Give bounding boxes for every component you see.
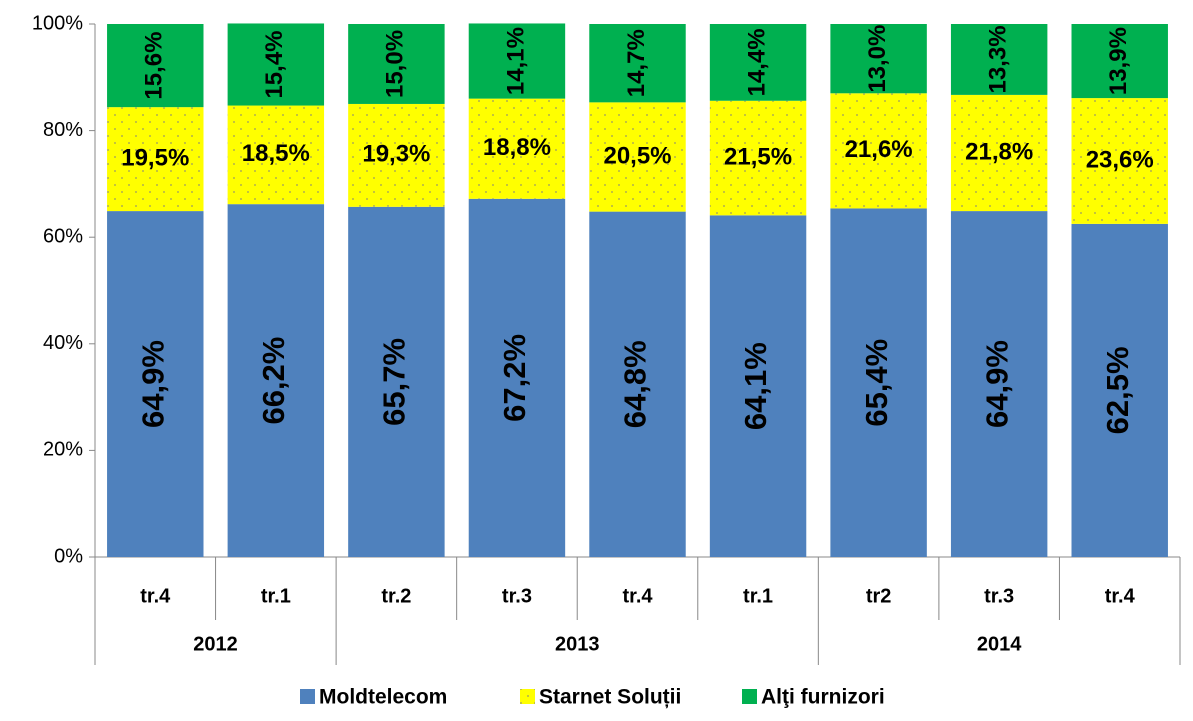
legend-marker [520, 689, 535, 704]
bar-segment [1071, 24, 1168, 99]
value-label: 14,4% [743, 28, 770, 96]
value-label: 62,5% [1100, 346, 1135, 434]
value-label: 19,3% [362, 141, 430, 168]
bar-segment [348, 103, 445, 207]
value-label: 64,8% [618, 340, 653, 428]
x-tick-label: tr.4 [1105, 585, 1136, 607]
bar-segment [468, 98, 566, 199]
x-tick-label: tr.1 [261, 585, 291, 607]
value-label: 13,0% [864, 25, 891, 93]
value-label: 20,5% [603, 142, 671, 169]
value-label: 14,7% [623, 29, 650, 97]
group-label: 2014 [977, 633, 1022, 655]
value-label: 19,5% [121, 144, 189, 171]
value-label: 64,9% [979, 340, 1014, 428]
legend-label: Starnet Soluții [539, 686, 681, 709]
value-label: 14,1% [502, 27, 529, 95]
bar-segment [709, 24, 807, 101]
x-tick-label: tr2 [866, 585, 892, 607]
value-label: 67,2% [497, 334, 532, 422]
value-label: 18,5% [242, 140, 310, 167]
bar-segment [468, 198, 566, 557]
value-label: 64,1% [738, 342, 773, 430]
bar-segment [468, 23, 566, 99]
value-label: 18,8% [483, 134, 551, 161]
bar-segment [950, 24, 1048, 95]
bar-segment [107, 211, 204, 557]
bar-segment [348, 206, 445, 557]
x-tick-label: tr.1 [743, 585, 773, 607]
x-tick-label: tr.4 [622, 585, 653, 607]
value-label: 65,7% [377, 338, 412, 426]
value-label: 21,8% [965, 138, 1033, 165]
value-label: 15,0% [382, 30, 409, 98]
value-label: 66,2% [256, 337, 291, 425]
bar-segment [227, 105, 325, 205]
bar-segment [830, 24, 927, 94]
bar-segment [709, 100, 807, 216]
bar-segment [589, 24, 686, 103]
bar-segment [830, 93, 927, 209]
value-label: 13,3% [985, 25, 1012, 93]
legend-label: Alţi furnizori [761, 686, 885, 709]
y-tick-label: 40% [43, 332, 83, 354]
x-tick-label: tr.4 [140, 585, 171, 607]
value-label: 65,4% [859, 339, 894, 427]
value-label: 21,5% [724, 143, 792, 170]
value-label: 15,4% [261, 30, 288, 98]
group-label: 2012 [193, 633, 238, 655]
value-label: 15,6% [141, 32, 168, 100]
y-tick-label: 100% [32, 12, 83, 34]
y-tick-label: 80% [43, 119, 83, 141]
bar-segment [348, 24, 445, 104]
bar-segment [589, 102, 686, 212]
legend-marker [742, 689, 757, 704]
bar-segment [227, 204, 325, 558]
value-label: 23,6% [1086, 146, 1154, 173]
bar-segment [107, 24, 204, 108]
x-tick-label: tr.3 [502, 585, 532, 607]
value-label: 64,9% [135, 340, 170, 428]
bar-segment [950, 94, 1048, 212]
legend-label: Moldtelecom [319, 686, 447, 709]
y-tick-label: 60% [43, 225, 83, 247]
bar-segment [107, 107, 204, 212]
bar-segment [227, 23, 325, 106]
bar-segment [830, 208, 927, 557]
value-label: 13,9% [1105, 27, 1132, 95]
x-tick-label: tr.3 [984, 585, 1014, 607]
bar-segment [1071, 223, 1168, 557]
legend-marker [300, 689, 315, 704]
bar-segment [589, 211, 686, 557]
group-label: 2013 [555, 633, 600, 655]
value-label: 21,6% [845, 136, 913, 163]
y-tick-label: 20% [43, 439, 83, 461]
bar-segment [950, 211, 1048, 557]
bar-segment [709, 215, 807, 558]
bar-segment [1071, 98, 1168, 224]
x-tick-label: tr.2 [381, 585, 411, 607]
y-tick-label: 0% [54, 545, 83, 567]
